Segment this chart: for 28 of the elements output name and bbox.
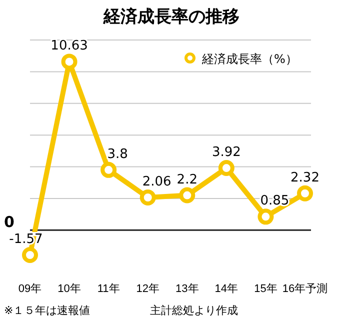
- point: [218, 160, 234, 176]
- point: [297, 185, 313, 202]
- point: [179, 187, 196, 204]
- data-label: 0.85: [260, 194, 290, 209]
- x-tick-label: 16年予測: [282, 282, 328, 295]
- point: [22, 247, 38, 263]
- text: 主計総処より作成: [150, 304, 238, 317]
- x-tick-label: 15年: [254, 282, 278, 295]
- x-tick-label: 10年: [58, 282, 81, 295]
- data-label: 2.2: [176, 172, 198, 188]
- chart-title: 経済成長率の推移: [102, 7, 240, 27]
- point: [140, 189, 156, 206]
- x-tick-label: 11年: [97, 282, 120, 295]
- data-label: 3.92: [212, 145, 241, 160]
- text: ※１５年は速報値: [4, 304, 90, 317]
- x-tick-label: 13年: [176, 282, 199, 295]
- point: [61, 54, 78, 70]
- legend-label: 経済成長率（%）: [201, 52, 298, 66]
- x-tick-label: 12年: [136, 282, 160, 295]
- data-label: 2.32: [290, 170, 320, 186]
- data-label: 2.06: [142, 174, 172, 190]
- ref-line-label: 0: [4, 213, 14, 232]
- point: [258, 208, 274, 225]
- data-label: 10.63: [50, 38, 88, 54]
- data-label: 3.8: [107, 146, 128, 162]
- x-tick-label: 14年: [214, 282, 238, 295]
- x-tick-label: 09年: [18, 282, 42, 295]
- point: [100, 162, 117, 178]
